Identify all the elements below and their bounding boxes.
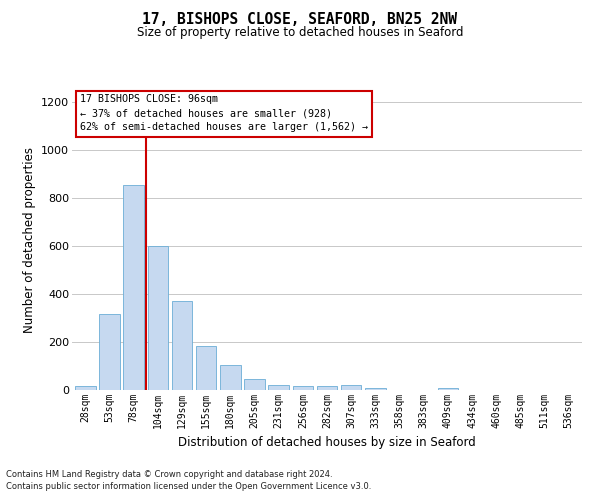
Bar (99, 314, 120, 390)
Bar (317, 386, 337, 390)
Bar (341, 385, 361, 390)
Text: Contains HM Land Registry data © Crown copyright and database right 2024.: Contains HM Land Registry data © Crown c… (6, 470, 332, 479)
Text: 17 BISHOPS CLOSE: 96sqm
← 37% of detached houses are smaller (928)
62% of semi-d: 17 BISHOPS CLOSE: 96sqm ← 37% of detache… (80, 94, 368, 132)
Bar (75, 386, 95, 390)
Bar (437, 388, 458, 390)
Y-axis label: Number of detached properties: Number of detached properties (23, 147, 35, 333)
Bar (124, 185, 144, 390)
Bar (196, 346, 217, 390)
Bar (365, 388, 386, 390)
Text: Size of property relative to detached houses in Seaford: Size of property relative to detached ho… (137, 26, 463, 39)
Text: 17, BISHOPS CLOSE, SEAFORD, BN25 2NW: 17, BISHOPS CLOSE, SEAFORD, BN25 2NW (143, 12, 458, 28)
Bar (220, 365, 241, 390)
Bar (148, 246, 168, 390)
Bar (268, 385, 289, 390)
Bar (244, 379, 265, 390)
Text: Contains public sector information licensed under the Open Government Licence v3: Contains public sector information licen… (6, 482, 371, 491)
X-axis label: Distribution of detached houses by size in Seaford: Distribution of detached houses by size … (178, 436, 476, 450)
Bar (293, 386, 313, 390)
Bar (172, 301, 192, 390)
